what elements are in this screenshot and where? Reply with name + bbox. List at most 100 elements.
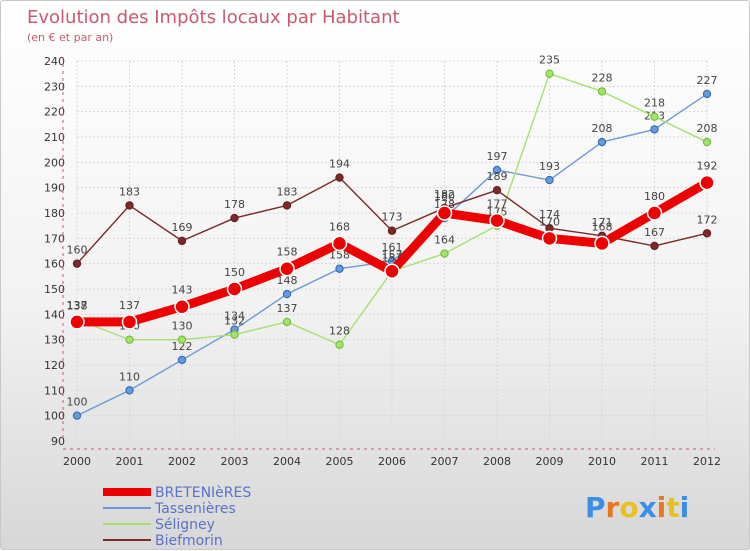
data-point xyxy=(650,125,659,134)
logo-letter: r xyxy=(606,491,620,524)
x-tick-label: 2010 xyxy=(588,455,616,468)
y-tick-label: 120 xyxy=(44,359,65,372)
legend-label: Biefmorin xyxy=(155,533,223,549)
y-tick-label: 190 xyxy=(44,182,65,195)
legend-label: Tassenières xyxy=(154,501,236,517)
data-point xyxy=(177,236,187,246)
data-label: 174 xyxy=(539,208,560,221)
y-tick-label: 110 xyxy=(44,384,65,397)
data-point xyxy=(594,235,610,252)
legend-label: Séligney xyxy=(155,517,215,533)
data-point xyxy=(440,249,449,258)
x-tick-label: 2002 xyxy=(168,455,196,468)
data-label: 157 xyxy=(382,248,403,261)
x-tick-label: 2001 xyxy=(116,455,144,468)
data-label: 148 xyxy=(277,274,298,287)
data-label: 150 xyxy=(224,266,245,279)
data-point xyxy=(282,289,292,299)
data-label: 137 xyxy=(119,299,140,312)
data-point xyxy=(699,174,715,191)
y-tick-label: 140 xyxy=(44,308,65,321)
x-tick-label: 2012 xyxy=(693,455,721,468)
data-point xyxy=(125,386,134,395)
x-tick-label: 2005 xyxy=(326,455,354,468)
legend-item: Tassenières xyxy=(103,501,236,517)
series-séligney: 138130130132137128157164175235228218208 xyxy=(67,54,718,349)
data-point xyxy=(121,314,138,330)
data-point xyxy=(335,173,344,182)
data-label: 182 xyxy=(434,188,455,201)
data-label: 227 xyxy=(697,74,718,87)
x-tick-label: 2008 xyxy=(483,455,511,468)
data-point xyxy=(226,281,243,297)
logo-text: Proxiti xyxy=(585,491,689,524)
data-label: 143 xyxy=(172,284,193,297)
data-point xyxy=(702,89,712,99)
x-tick-label: 2007 xyxy=(431,455,459,468)
data-point xyxy=(492,165,502,175)
data-point xyxy=(230,213,239,223)
data-label: 169 xyxy=(172,221,193,234)
data-point xyxy=(177,355,187,365)
data-label: 228 xyxy=(592,71,613,84)
data-label: 197 xyxy=(487,150,508,163)
data-label: 172 xyxy=(697,213,718,226)
data-point xyxy=(335,264,344,273)
legend-item: Biefmorin xyxy=(103,533,223,549)
data-point xyxy=(650,241,659,251)
data-label: 138 xyxy=(67,299,88,312)
data-label: 183 xyxy=(119,185,140,198)
data-point xyxy=(489,212,505,229)
data-point xyxy=(69,314,85,330)
y-tick-label: 240 xyxy=(44,55,65,68)
data-label: 178 xyxy=(224,198,245,211)
y-tick-label: 220 xyxy=(44,106,65,119)
proxiti-logo: Proxiti xyxy=(585,491,689,524)
data-point xyxy=(72,259,82,268)
y-tick-label: 160 xyxy=(44,258,65,271)
data-point xyxy=(335,340,344,349)
data-point xyxy=(702,229,712,238)
axes: 9010011012013014015016017018019020021022… xyxy=(44,55,721,468)
data-label: 168 xyxy=(592,220,613,233)
data-point xyxy=(387,226,397,235)
x-tick-label: 2000 xyxy=(63,455,91,468)
data-label: 164 xyxy=(434,234,455,247)
data-point xyxy=(436,205,453,221)
data-point xyxy=(384,263,400,280)
data-point xyxy=(597,87,607,96)
data-label: 132 xyxy=(224,315,245,328)
y-tick-label: 200 xyxy=(44,156,65,169)
data-label: 134 xyxy=(224,310,245,323)
data-label: 160 xyxy=(67,244,88,257)
data-label: 177 xyxy=(487,198,508,211)
logo-letter: o xyxy=(619,491,638,524)
x-tick-label: 2011 xyxy=(641,455,669,468)
data-label: 208 xyxy=(697,122,718,135)
data-point xyxy=(125,335,134,344)
series-layer: 1001101221341481581611781971932082132271… xyxy=(67,54,718,420)
y-tick-label: 90 xyxy=(51,435,65,448)
data-label: 192 xyxy=(697,160,718,173)
y-tick-label: 230 xyxy=(44,80,65,93)
y-tick-label: 150 xyxy=(44,283,65,296)
chart-subtitle: (en € et par an) xyxy=(27,31,113,44)
x-tick-label: 2003 xyxy=(221,455,249,468)
data-point xyxy=(650,112,659,121)
data-label: 161 xyxy=(382,241,403,254)
legend-label: BRETENIèRES xyxy=(155,485,251,501)
data-label: 158 xyxy=(277,246,298,259)
data-label: 137 xyxy=(277,302,298,315)
data-label: 189 xyxy=(487,170,508,183)
data-point xyxy=(282,201,292,210)
data-label: 100 xyxy=(67,396,88,409)
data-label: 193 xyxy=(539,160,560,173)
chart-title: Evolution des Impôts locaux par Habitant xyxy=(27,7,400,28)
y-tick-label: 170 xyxy=(44,232,65,245)
data-point xyxy=(597,137,607,147)
data-point xyxy=(282,317,292,327)
data-label: 158 xyxy=(329,249,350,262)
logo-letter: i xyxy=(657,491,667,524)
